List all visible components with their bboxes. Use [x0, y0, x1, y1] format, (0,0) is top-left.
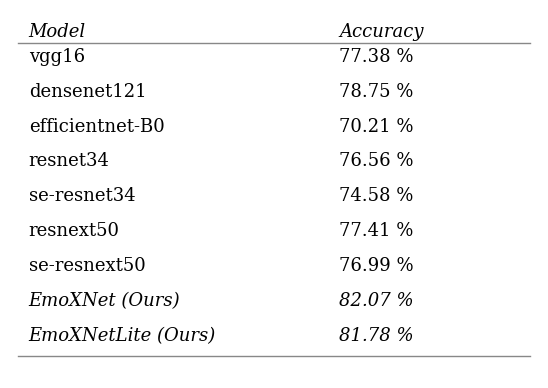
Text: 81.78 %: 81.78 % [339, 327, 414, 345]
Text: 74.58 %: 74.58 % [339, 187, 414, 205]
Text: se-resnext50: se-resnext50 [28, 257, 145, 275]
Text: 82.07 %: 82.07 % [339, 292, 414, 310]
Text: 70.21 %: 70.21 % [339, 118, 414, 135]
Text: efficientnet-B0: efficientnet-B0 [28, 118, 164, 135]
Text: EmoXNet (Ours): EmoXNet (Ours) [28, 292, 180, 310]
Text: se-resnet34: se-resnet34 [28, 187, 135, 205]
Text: Accuracy: Accuracy [339, 23, 424, 42]
Text: vgg16: vgg16 [28, 48, 85, 66]
Text: 78.75 %: 78.75 % [339, 83, 414, 100]
Text: densenet121: densenet121 [28, 83, 146, 100]
Text: resnext50: resnext50 [28, 222, 119, 240]
Text: 76.99 %: 76.99 % [339, 257, 414, 275]
Text: resnet34: resnet34 [28, 152, 110, 170]
Text: 76.56 %: 76.56 % [339, 152, 414, 170]
Text: 77.41 %: 77.41 % [339, 222, 414, 240]
Text: EmoXNetLite (Ours): EmoXNetLite (Ours) [28, 327, 216, 345]
Text: Model: Model [28, 23, 86, 42]
Text: 77.38 %: 77.38 % [339, 48, 414, 66]
